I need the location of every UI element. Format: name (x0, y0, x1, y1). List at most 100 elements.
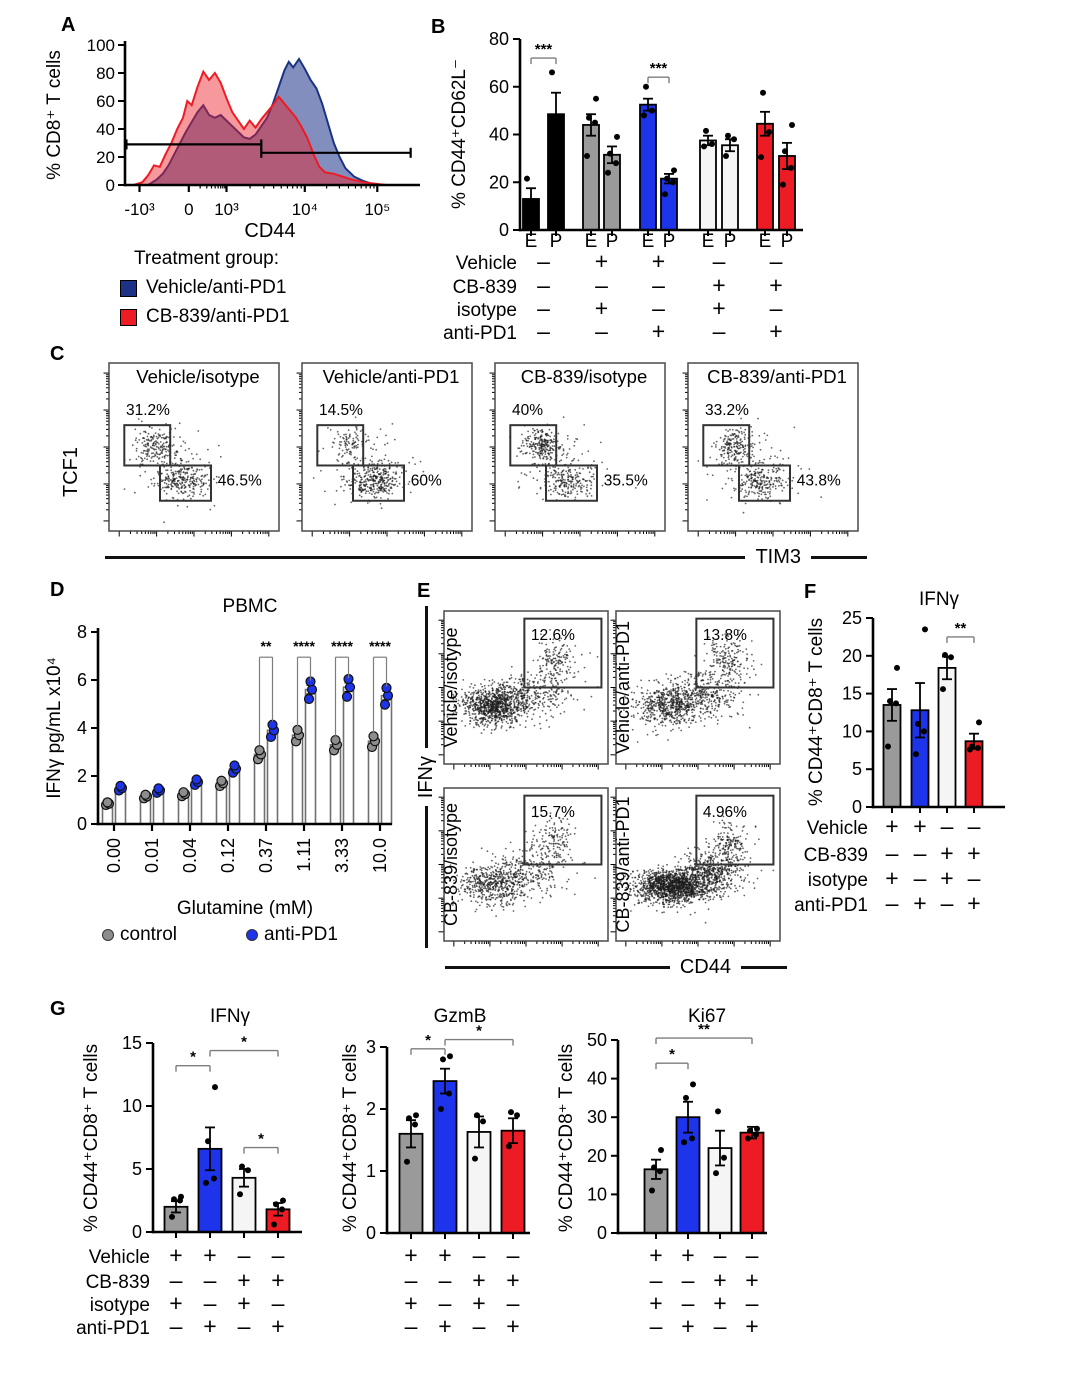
svg-text:Vehicle: Vehicle (456, 253, 517, 274)
svg-text:–: – (473, 1313, 486, 1339)
svg-text:–: – (204, 1267, 217, 1293)
svg-text:+: + (713, 1290, 726, 1316)
svg-text:+: + (169, 1290, 182, 1316)
svg-text:10³: 10³ (214, 200, 239, 219)
cd44-axis-label: CD44 (679, 956, 731, 978)
svg-text:46.5%: 46.5% (218, 473, 262, 490)
svg-text:*: * (190, 1049, 196, 1066)
svg-text:–: – (746, 1290, 759, 1316)
svg-text:+: + (745, 1313, 758, 1339)
svg-text:–: – (537, 295, 550, 321)
svg-text:–: – (941, 813, 954, 839)
svg-text:12.6%: 12.6% (531, 627, 575, 644)
legend-item-label: CB-839/anti-PD1 (146, 306, 290, 327)
svg-text:–: – (682, 1267, 695, 1293)
svg-text:–: – (439, 1267, 452, 1293)
svg-text:+: + (595, 295, 608, 321)
svg-text:+: + (271, 1313, 284, 1339)
svg-text:% CD44⁺CD8⁺ T cells: % CD44⁺CD8⁺ T cells (81, 1044, 102, 1232)
svg-text:Vehicle/isotype: Vehicle/isotype (136, 366, 259, 387)
svg-text:+: + (237, 1290, 250, 1316)
svg-text:P: P (550, 231, 563, 252)
chart-D: 0.00 0.01 0.04 0.12 0.37 1.11 3.33 10.0 0 2 4 6 8 PBM… (44, 596, 394, 945)
svg-text:+: + (271, 1267, 284, 1293)
svg-text:–: – (537, 272, 550, 298)
svg-text:0: 0 (597, 1223, 607, 1243)
svg-text:isotype: isotype (90, 1295, 150, 1316)
svg-text:+: + (967, 840, 980, 866)
svg-text:+: + (438, 1242, 451, 1268)
svg-text:IFNγ: IFNγ (210, 1006, 251, 1027)
svg-text:3.33: 3.33 (332, 838, 352, 873)
svg-text:0.00: 0.00 (104, 838, 124, 873)
svg-text:–: – (713, 318, 726, 344)
svg-text:anti-PD1: anti-PD1 (76, 1318, 150, 1339)
svg-text:+: + (913, 890, 926, 916)
svg-text:E: E (525, 231, 538, 252)
svg-text:40: 40 (587, 1069, 607, 1089)
svg-text:+: + (885, 865, 898, 891)
axis-line (424, 606, 428, 748)
tim3-axis-label: TIM3 (755, 546, 801, 568)
chart-F: 0 5 10 15 20 25 % CD44⁺CD8⁺ T cells IFNγ ** Vehic… (794, 589, 1005, 916)
svg-text:3: 3 (366, 1037, 376, 1057)
svg-text:6: 6 (77, 670, 87, 690)
axis-line (741, 965, 787, 970)
svg-text:60: 60 (96, 92, 115, 111)
svg-text:isotype: isotype (457, 300, 517, 321)
svg-text:–: – (941, 890, 954, 916)
svg-text:CB-839: CB-839 (86, 1272, 150, 1293)
svg-text:80: 80 (96, 64, 115, 83)
svg-text:–: – (537, 248, 550, 274)
svg-text:CB-839: CB-839 (453, 277, 517, 298)
svg-text:–: – (595, 272, 608, 298)
svg-text:–: – (507, 1242, 520, 1268)
svg-text:–: – (886, 840, 899, 866)
svg-text:–: – (405, 1313, 418, 1339)
panel-f-label: F (804, 581, 817, 603)
svg-text:anti-PD1: anti-PD1 (443, 323, 517, 344)
svg-text:20: 20 (587, 1146, 607, 1166)
red-swatch-icon (120, 308, 137, 326)
ifng-axis: IFNγ (414, 606, 438, 948)
svg-text:P: P (781, 231, 794, 252)
svg-text:0: 0 (77, 814, 87, 834)
svg-text:+: + (681, 1313, 694, 1339)
svg-text:+: + (237, 1267, 250, 1293)
chart-E3: 15.7%CB-839/isotype (438, 787, 609, 947)
svg-text:+: + (940, 840, 953, 866)
chart-C1: 31.2% 46.5% Vehicle/isotype (103, 362, 280, 537)
svg-text:+: + (769, 318, 782, 344)
svg-text:–: – (595, 318, 608, 344)
svg-text:E: E (585, 231, 598, 252)
svg-text:20: 20 (842, 646, 862, 666)
svg-text:+: + (885, 813, 898, 839)
svg-text:4: 4 (77, 718, 87, 738)
svg-text:% CD44⁺CD8⁺ T cells: % CD44⁺CD8⁺ T cells (806, 618, 827, 806)
svg-text:CB-839/anti-PD1: CB-839/anti-PD1 (707, 366, 847, 387)
svg-text:0.12: 0.12 (218, 838, 238, 873)
svg-text:+: + (506, 1267, 519, 1293)
panel-g-label: G (50, 998, 66, 1020)
svg-text:+: + (404, 1242, 417, 1268)
svg-text:+: + (967, 890, 980, 916)
svg-text:–: – (170, 1267, 183, 1293)
axis-line (445, 965, 670, 970)
svg-text:0: 0 (132, 1222, 142, 1242)
svg-text:10: 10 (587, 1184, 607, 1204)
svg-text:10⁵: 10⁵ (364, 200, 390, 219)
svg-text:0: 0 (184, 200, 193, 219)
svg-text:+: + (169, 1242, 182, 1268)
svg-text:IFNγ: IFNγ (919, 589, 960, 610)
svg-text:14.5%: 14.5% (319, 402, 363, 419)
svg-text:+: + (438, 1313, 451, 1339)
svg-text:–: – (968, 865, 981, 891)
svg-text:–: – (537, 318, 550, 344)
svg-text:–: – (507, 1290, 520, 1316)
svg-text:25: 25 (842, 608, 862, 628)
svg-text:+: + (472, 1290, 485, 1316)
svg-text:*: * (258, 1131, 264, 1148)
svg-text:*: * (476, 1023, 482, 1040)
svg-text:2: 2 (77, 766, 87, 786)
svg-text:% CD44⁺CD8⁺ T cells: % CD44⁺CD8⁺ T cells (556, 1044, 577, 1232)
